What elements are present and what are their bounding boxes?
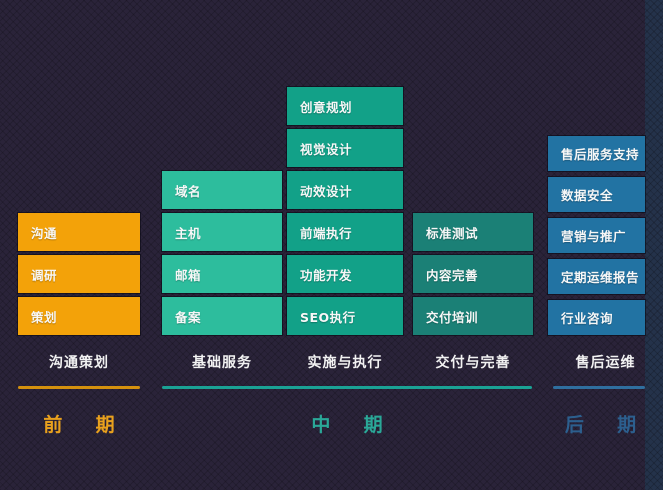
block-filing: 备案 [162,297,282,335]
block-seo-execution: SEO执行 [287,297,403,335]
block-marketing-promotion: 营销与推广 [548,218,645,253]
phase-label-late: 后 期 [564,413,650,436]
phase-line-late [553,386,645,389]
block-visual-design: 视觉设计 [287,129,403,167]
column-delivery-refinement: 标准测试 内容完善 交付培训 [413,213,533,335]
block-maintenance-report: 定期运维报告 [548,259,645,294]
right-edge-band [645,0,663,490]
column-after-sales-ops: 售后服务支持 数据安全 营销与推广 定期运维报告 行业咨询 [548,136,645,335]
category-label-implementation-execution: 实施与执行 [307,355,383,371]
category-label-delivery-refinement: 交付与完善 [435,355,511,371]
phase-label-middle: 中 期 [311,413,396,436]
block-frontend-execution: 前端执行 [287,213,403,251]
column-basic-services: 域名 主机 邮箱 备案 [162,171,282,335]
block-industry-consulting: 行业咨询 [548,300,645,335]
block-domain: 域名 [162,171,282,209]
block-host: 主机 [162,213,282,251]
block-creative-planning: 创意规划 [287,87,403,125]
phase-label-early: 前 期 [43,413,128,436]
phase-line-early [18,386,140,389]
column-implementation-execution: 创意规划 视觉设计 动效设计 前端执行 功能开发 SEO执行 [287,87,403,335]
block-goutong: 沟通 [18,213,140,251]
block-content-refinement: 内容完善 [413,255,533,293]
block-standard-testing: 标准测试 [413,213,533,251]
block-email: 邮箱 [162,255,282,293]
phase-line-middle [162,386,532,389]
category-label-after-sales-ops: 售后运维 [575,355,636,371]
block-diaoyan: 调研 [18,255,140,293]
category-label-communication-planning: 沟通策划 [49,355,109,371]
block-delivery-training: 交付培训 [413,297,533,335]
column-communication-planning: 沟通 调研 策划 [18,213,140,335]
block-motion-design: 动效设计 [287,171,403,209]
category-label-basic-services: 基础服务 [192,355,252,371]
block-data-security: 数据安全 [548,177,645,212]
block-cehua: 策划 [18,297,140,335]
block-feature-development: 功能开发 [287,255,403,293]
block-after-sales-support: 售后服务支持 [548,136,645,171]
